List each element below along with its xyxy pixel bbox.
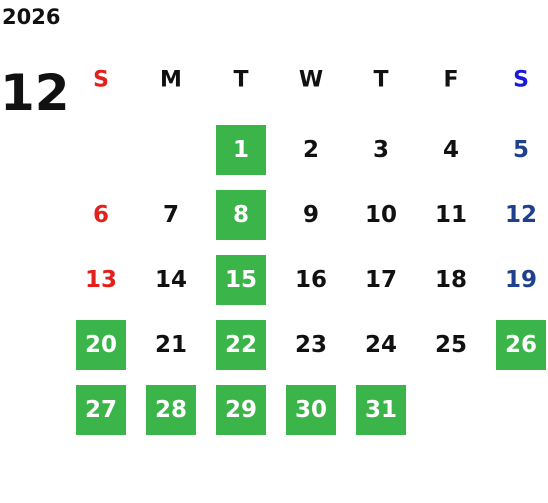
day-number: 16 [295,267,327,293]
weekday-header: S [93,68,109,93]
day-number: 18 [435,267,467,293]
day-number: 3 [373,137,389,163]
day-number: 25 [435,332,467,358]
day-highlight [216,125,266,175]
day-number: 20 [85,332,117,358]
day-number: 17 [365,267,397,293]
day-highlight [216,190,266,240]
day-number: 24 [365,332,397,358]
day-number: 21 [155,332,187,358]
day-highlight [216,385,266,435]
day-number: 13 [85,267,117,293]
day-highlight [216,255,266,305]
day-highlight [286,385,336,435]
day-number: 7 [163,202,179,228]
day-number: 12 [505,202,537,228]
day-highlight [76,320,126,370]
weekday-header: F [443,68,458,93]
day-highlight [216,320,266,370]
day-number: 2 [303,137,319,163]
year: 2026 [2,5,60,29]
month: 12 [0,64,70,122]
day-number: 8 [233,202,249,228]
day-highlight [76,385,126,435]
day-highlight [496,320,546,370]
weekday-header: W [299,68,323,93]
day-number: 19 [505,267,537,293]
weekday-header: M [160,68,182,93]
weekday-header: T [233,68,248,93]
day-highlight [356,385,406,435]
day-number: 11 [435,202,467,228]
day-number: 22 [225,332,257,358]
weekday-header: T [373,68,388,93]
day-number: 27 [85,397,117,423]
weekday-header: S [513,68,529,93]
day-number: 4 [443,137,459,163]
day-number: 30 [295,397,327,423]
day-number: 23 [295,332,327,358]
day-number: 9 [303,202,319,228]
day-number: 5 [513,137,529,163]
day-number: 10 [365,202,397,228]
day-number: 29 [225,397,257,423]
day-number: 14 [155,267,187,293]
day-number: 28 [155,397,187,423]
day-number: 1 [233,137,249,163]
day-number: 6 [93,202,109,228]
day-highlight [146,385,196,435]
day-number: 26 [505,332,537,358]
day-number: 31 [365,397,397,423]
day-number: 15 [225,267,257,293]
